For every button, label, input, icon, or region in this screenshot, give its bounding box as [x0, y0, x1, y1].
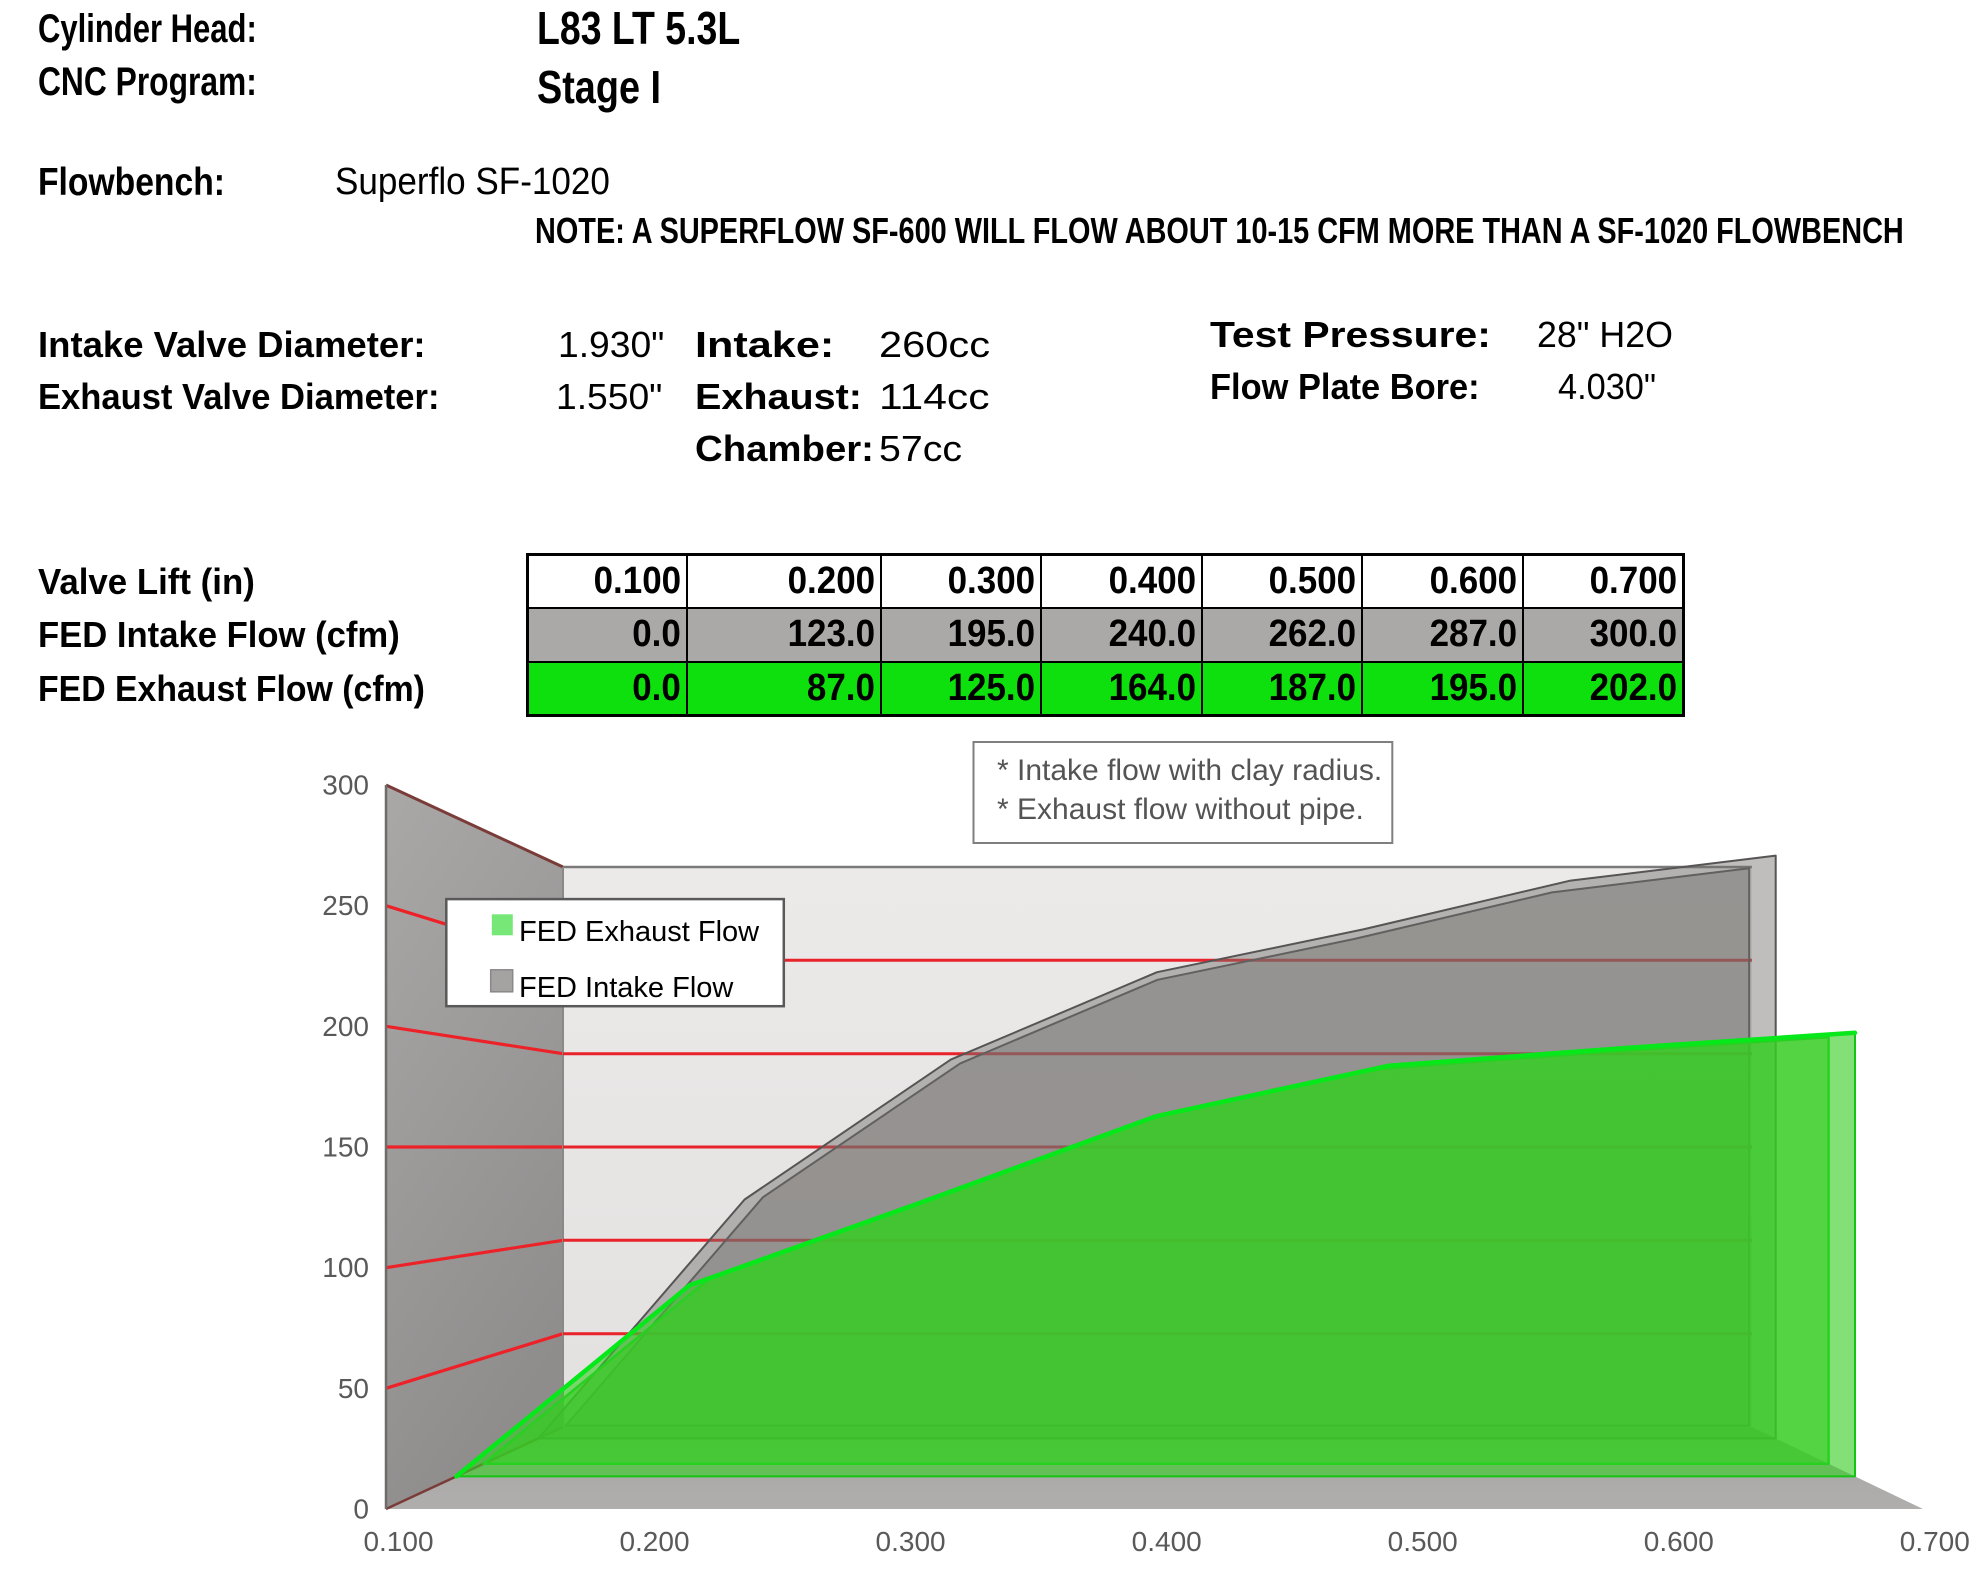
svg-text:100: 100 — [322, 1252, 369, 1283]
svg-text:FED Exhaust Flow: FED Exhaust Flow — [519, 916, 760, 948]
svg-text:0.400: 0.400 — [1132, 1526, 1202, 1557]
svg-text:250: 250 — [322, 890, 369, 921]
svg-text:* Intake flow with clay radius: * Intake flow with clay radius. — [997, 754, 1382, 787]
svg-text:300: 300 — [322, 770, 369, 801]
svg-text:* Exhaust flow without pipe.: * Exhaust flow without pipe. — [997, 793, 1364, 826]
svg-text:0.200: 0.200 — [619, 1526, 689, 1557]
svg-text:50: 50 — [338, 1373, 369, 1404]
svg-text:0.700: 0.700 — [1900, 1526, 1970, 1557]
svg-text:FED Intake Flow: FED Intake Flow — [519, 972, 734, 1004]
svg-text:0.600: 0.600 — [1644, 1526, 1714, 1557]
svg-text:150: 150 — [322, 1132, 369, 1163]
svg-text:0.500: 0.500 — [1388, 1526, 1458, 1557]
svg-text:0.100: 0.100 — [363, 1526, 433, 1557]
svg-text:0: 0 — [353, 1494, 369, 1525]
svg-text:0.300: 0.300 — [876, 1526, 946, 1557]
svg-text:200: 200 — [322, 1011, 369, 1042]
